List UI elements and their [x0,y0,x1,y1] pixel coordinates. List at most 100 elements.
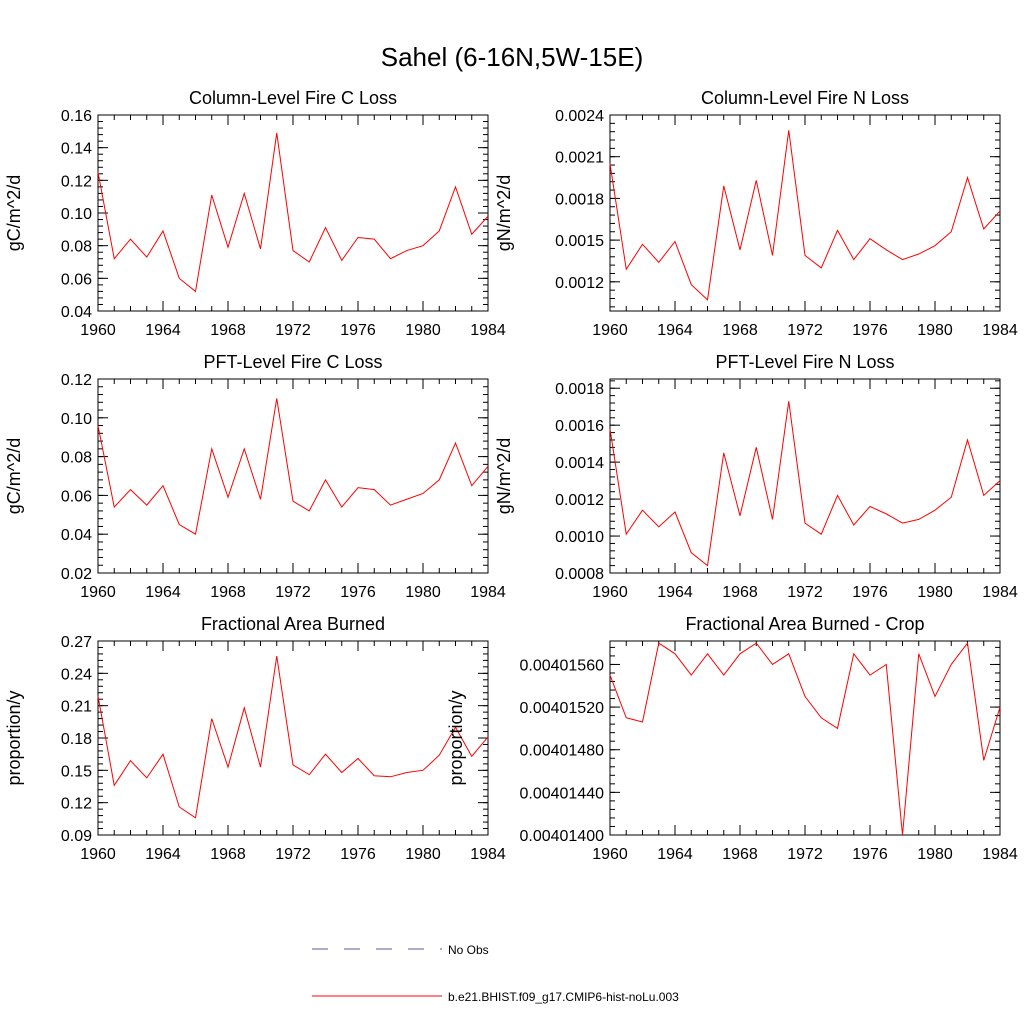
chart-panel-1: Column-Level Fire C Loss 1960 1964 1968 1972… [4,88,506,339]
x-tick-label: 1972 [787,584,823,601]
y-tick-label: 0.21 [61,699,92,716]
legend-label-no-obs: No Obs [448,943,489,957]
y-tick-label: 0.0010 [555,529,604,546]
panel-title: Column-Level Fire C Loss [189,88,397,108]
y-tick-label: 0.0024 [555,108,604,125]
x-tick-label: 1960 [592,322,628,339]
plot-frame [97,378,489,574]
x-tick-label: 1976 [852,846,888,863]
y-tick-label: 0.00401480 [519,743,604,760]
y-tick-label: 0.00401520 [519,700,604,717]
x-tick-label: 1960 [80,584,116,601]
x-tick-label: 1972 [787,322,823,339]
series-line [97,656,489,819]
x-tick-label: 1960 [80,322,116,339]
y-axis-label: proportion/y [4,690,24,785]
x-tick-label: 1972 [275,584,311,601]
y-axis-label: gN/m^2/d [494,438,514,514]
x-tick-label: 1960 [80,846,116,863]
panel-title: Fractional Area Burned [201,614,385,634]
y-tick-label: 0.09 [61,828,92,845]
chart-panel-4: PFT-Level Fire N Loss 1960 1964 1968 1972 197… [494,352,1018,601]
y-tick-label: 0.0018 [555,381,604,398]
x-tick-label: 1984 [982,846,1018,863]
y-tick-label: 0.06 [61,488,92,505]
legend-label-model: b.e21.BHIST.f09_g17.CMIP6-hist-noLu.003 [448,990,679,1004]
plot-frame [97,640,489,836]
y-tick-label: 0.00401400 [519,828,604,845]
x-tick-label: 1976 [852,584,888,601]
plot-frame [609,114,1001,312]
x-tick-label: 1968 [210,846,246,863]
y-tick-label: 0.0016 [555,418,604,435]
chart-panel-5: Fractional Area Burned 1960 1964 1968 1972 19… [4,614,506,863]
y-tick-label: 0.16 [61,108,92,125]
y-tick-label: 0.14 [61,141,92,158]
x-tick-label: 1976 [340,584,376,601]
y-tick-label: 0.0014 [555,455,604,472]
x-tick-label: 1968 [722,846,758,863]
y-tick-label: 0.06 [61,271,92,288]
panel-title: Fractional Area Burned - Crop [685,614,924,634]
series-line [97,132,489,293]
y-tick-label: 0.08 [61,239,92,256]
panel-title: Column-Level Fire N Loss [701,88,909,108]
y-tick-label: 0.15 [61,763,92,780]
plot-frame [609,378,1001,574]
y-axis-label: gC/m^2/d [4,438,24,514]
x-tick-label: 1964 [657,846,693,863]
y-tick-label: 0.08 [61,450,92,467]
x-tick-label: 1984 [470,322,506,339]
x-tick-label: 1968 [722,584,758,601]
y-tick-label: 0.00401440 [519,785,604,802]
series-line [609,641,1001,836]
y-axis-label: gC/m^2/d [4,175,24,251]
y-tick-label: 0.24 [61,666,92,683]
x-tick-label: 1972 [275,322,311,339]
x-tick-label: 1972 [275,846,311,863]
panel-title: PFT-Level Fire C Loss [203,352,382,372]
x-tick-label: 1964 [145,322,181,339]
y-tick-label: 0.10 [61,206,92,223]
y-tick-label: 0.10 [61,411,92,428]
x-tick-label: 1972 [787,846,823,863]
y-tick-label: 0.0012 [555,275,604,292]
y-axis-label: gN/m^2/d [494,175,514,251]
x-tick-label: 1980 [405,846,441,863]
x-tick-label: 1980 [917,846,953,863]
series-line [609,130,1001,301]
y-tick-label: 0.0008 [555,566,604,583]
x-tick-label: 1980 [405,322,441,339]
x-tick-label: 1980 [917,322,953,339]
panel-title: PFT-Level Fire N Loss [715,352,894,372]
y-tick-label: 0.0015 [555,233,604,250]
y-tick-label: 0.00401560 [519,657,604,674]
chart-panel-6: Fractional Area Burned - Crop 1960 1964 196… [446,614,1018,863]
x-tick-label: 1984 [982,322,1018,339]
x-tick-label: 1968 [210,584,246,601]
x-tick-label: 1968 [210,322,246,339]
y-tick-label: 0.0018 [555,191,604,208]
y-tick-label: 0.12 [61,372,92,389]
x-tick-label: 1964 [145,584,181,601]
x-tick-label: 1980 [405,584,441,601]
series-line [97,398,489,535]
x-tick-label: 1964 [657,584,693,601]
y-tick-label: 0.04 [61,304,92,321]
y-tick-label: 0.02 [61,566,92,583]
x-tick-label: 1964 [657,322,693,339]
x-tick-label: 1964 [145,846,181,863]
y-tick-label: 0.12 [61,173,92,190]
chart-panel-3: PFT-Level Fire C Loss 1960 1964 1968 1972 197… [4,352,506,601]
y-tick-label: 0.04 [61,527,92,544]
y-tick-label: 0.12 [61,796,92,813]
y-axis-label: proportion/y [446,690,466,785]
x-tick-label: 1960 [592,846,628,863]
x-tick-label: 1980 [917,584,953,601]
x-tick-label: 1976 [340,322,376,339]
series-line [609,401,1001,567]
panels: Column-Level Fire C Loss 1960 1964 1968 1972… [4,88,1018,863]
x-tick-label: 1984 [470,846,506,863]
y-tick-label: 0.0012 [555,492,604,509]
